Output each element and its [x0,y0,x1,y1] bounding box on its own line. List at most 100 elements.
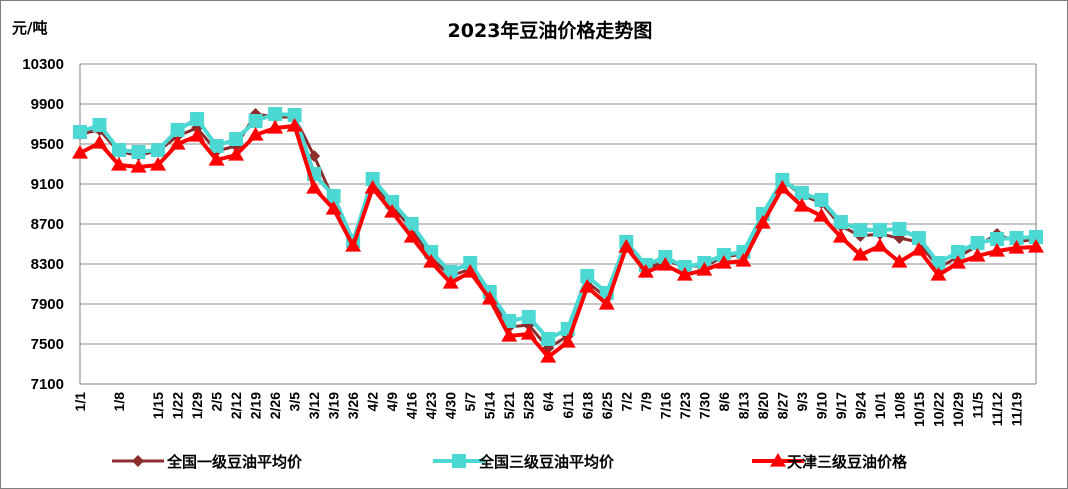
series-2 [73,107,1043,346]
x-tick-label: 6/11 [560,392,576,419]
data-point [541,332,556,346]
data-point [306,180,323,194]
data-point [130,159,147,173]
x-tick-label: 1/8 [111,392,127,412]
x-tick-label: 7/16 [657,392,673,419]
data-point [1028,239,1044,253]
y-tick-label: 9100 [31,176,64,193]
x-tick-label: 2/5 [209,392,225,412]
data-point [988,243,1005,257]
x-tick-label: 8/13 [735,392,751,419]
x-tick-label: 5/7 [462,392,478,412]
data-point [268,107,283,121]
data-point [949,255,966,269]
data-point [73,125,87,139]
data-point [853,223,868,237]
data-point [151,143,166,157]
data-point [325,201,342,215]
x-tick-label: 3/19 [326,392,342,419]
data-point [209,139,224,153]
axes [79,64,1037,385]
data-point [871,238,888,252]
data-point [715,255,732,269]
data-point [326,189,341,203]
data-point [287,108,302,122]
data-point [910,242,927,256]
x-tick-label: 2/12 [228,392,244,419]
x-tick-labels: 1/1 1/8 1/15 1/22 1/29 2/5 2/12 2/19 2/26 3/5 3/12… [72,392,1024,427]
data-point [442,275,459,289]
x-tick-label: 8/6 [716,392,732,412]
series-3 [72,118,1044,363]
data-point [521,310,536,324]
data-point [813,208,830,222]
x-tick-label: 5/21 [501,392,517,419]
x-tick-label: 6/18 [579,392,595,419]
data-point [190,112,205,126]
x-tick-label: 7/30 [696,392,712,419]
x-tick-label: 8/20 [755,392,771,419]
x-tick-label: 6/4 [540,392,556,412]
data-point [150,157,167,171]
data-point [637,264,654,278]
series-line [79,124,1037,359]
data-point [1008,240,1025,254]
data-point [403,229,420,243]
data-point [579,279,596,293]
x-tick-label: 4/23 [423,392,439,419]
data-point [228,147,245,161]
data-point [229,132,244,146]
data-point [91,135,108,149]
data-point [92,118,107,132]
x-tick-label: 11/12 [989,392,1005,426]
x-tick-label: 4/30 [443,392,459,419]
data-point [735,253,752,267]
legend-entry-2: 全国三级豆油平均价 [433,453,615,471]
x-tick-label: 1/29 [189,392,205,419]
x-tick-label: 7/9 [638,392,654,412]
legend-label: 全国三级豆油平均价 [478,453,615,471]
data-point [1009,231,1024,245]
data-point [481,291,498,305]
x-tick-label: 11/19 [1008,392,1024,426]
data-point [520,326,537,340]
legend-label: 全国一级豆油平均价 [166,453,303,471]
x-tick-label: 2/19 [248,392,264,419]
x-tick-label: 8/27 [774,392,790,419]
x-tick-label: 10/15 [911,392,927,427]
x-tick-label: 1/15 [150,392,166,419]
data-point [248,114,263,128]
x-tick-label: 4/16 [404,392,420,419]
x-tick-label: 9/3 [794,392,810,412]
data-point [657,257,674,271]
data-point [618,239,635,253]
y-axis-unit-label: 元/吨 [12,19,47,37]
data-point [540,349,557,363]
data-point [832,229,849,243]
data-point [286,118,303,132]
x-tick-label: 9/24 [852,392,868,419]
chart-title: 2023年豆油价格走势图 [448,19,653,42]
data-point [911,231,926,245]
data-point [989,232,1004,246]
x-tick-label: 9/10 [813,392,829,419]
data-point [364,180,381,194]
x-tick-label: 5/28 [521,392,537,419]
data-point [891,254,908,268]
data-point [501,328,518,342]
data-point [112,143,127,157]
data-point [970,236,985,250]
data-point [696,262,713,276]
y-tick-label: 10300 [22,56,64,73]
data-point [247,127,264,141]
x-tick-label: 11/5 [969,392,985,419]
data-point [794,186,809,200]
data-point [384,204,401,218]
legend-entry-3: 天津三级豆油价格 [752,453,908,471]
data-point [793,198,810,212]
legend-marker-swatch [132,455,144,467]
data-point [1029,230,1043,244]
y-tick-label: 9900 [31,96,64,113]
